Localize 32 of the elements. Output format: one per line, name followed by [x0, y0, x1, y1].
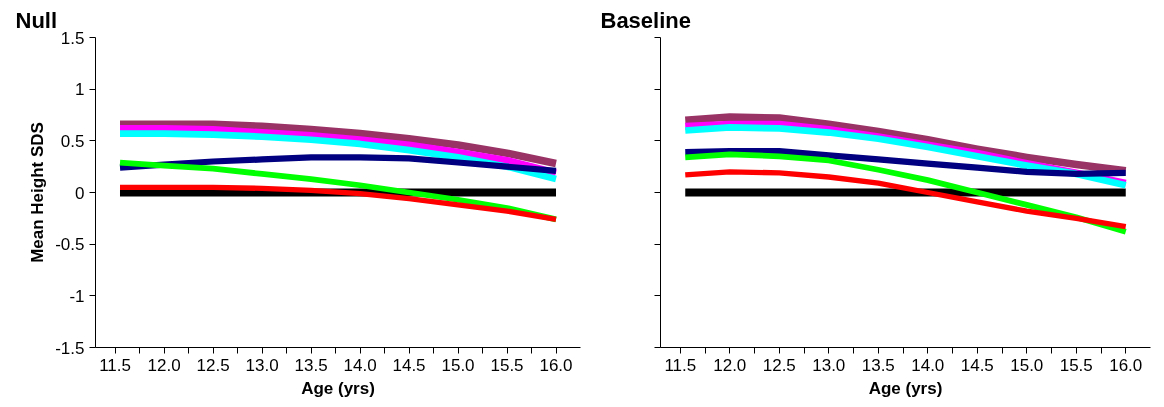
x-tick-label: 13.0	[245, 355, 279, 375]
x-tick-label: 11.5	[99, 355, 132, 375]
x-tick-label: 15.5	[490, 355, 524, 375]
x-tick-label: 14.0	[911, 355, 945, 375]
y-tick-label: 0	[75, 183, 85, 203]
x-tick-label: 14.0	[343, 355, 377, 375]
y-tick-label: 1	[75, 80, 85, 100]
y-tick-label: -1.5	[55, 338, 85, 358]
x-tick-label: 15.0	[1010, 355, 1044, 375]
x-tick-label: 14.5	[392, 355, 426, 375]
x-tick-label: 16.0	[539, 355, 573, 375]
chart-title: Null	[15, 7, 58, 33]
x-tick-label: 15.5	[1059, 355, 1093, 375]
y-tick-label: 1.5	[60, 28, 85, 48]
x-axis-title: Age (yrs)	[301, 378, 375, 398]
y-tick-label: -1	[69, 286, 85, 306]
chart-title: Baseline	[600, 7, 691, 33]
x-tick-label: 12.5	[196, 355, 230, 375]
x-tick-label: 13.0	[812, 355, 846, 375]
x-tick-label: 12.0	[713, 355, 747, 375]
x-tick-label: 16.0	[1109, 355, 1143, 375]
x-tick-label: 13.5	[294, 355, 328, 375]
x-tick-label: 13.5	[861, 355, 895, 375]
x-axis-title: Age (yrs)	[868, 378, 943, 398]
x-tick-label: 11.5	[664, 355, 697, 375]
x-tick-label: 15.0	[441, 355, 475, 375]
x-tick-label: 14.5	[960, 355, 994, 375]
y-tick-label: 0.5	[60, 131, 85, 151]
y-tick-label: -0.5	[55, 235, 85, 255]
y-axis-title: Mean Height SDS	[28, 122, 48, 263]
x-tick-label: 12.5	[762, 355, 796, 375]
x-tick-label: 12.0	[147, 355, 181, 375]
